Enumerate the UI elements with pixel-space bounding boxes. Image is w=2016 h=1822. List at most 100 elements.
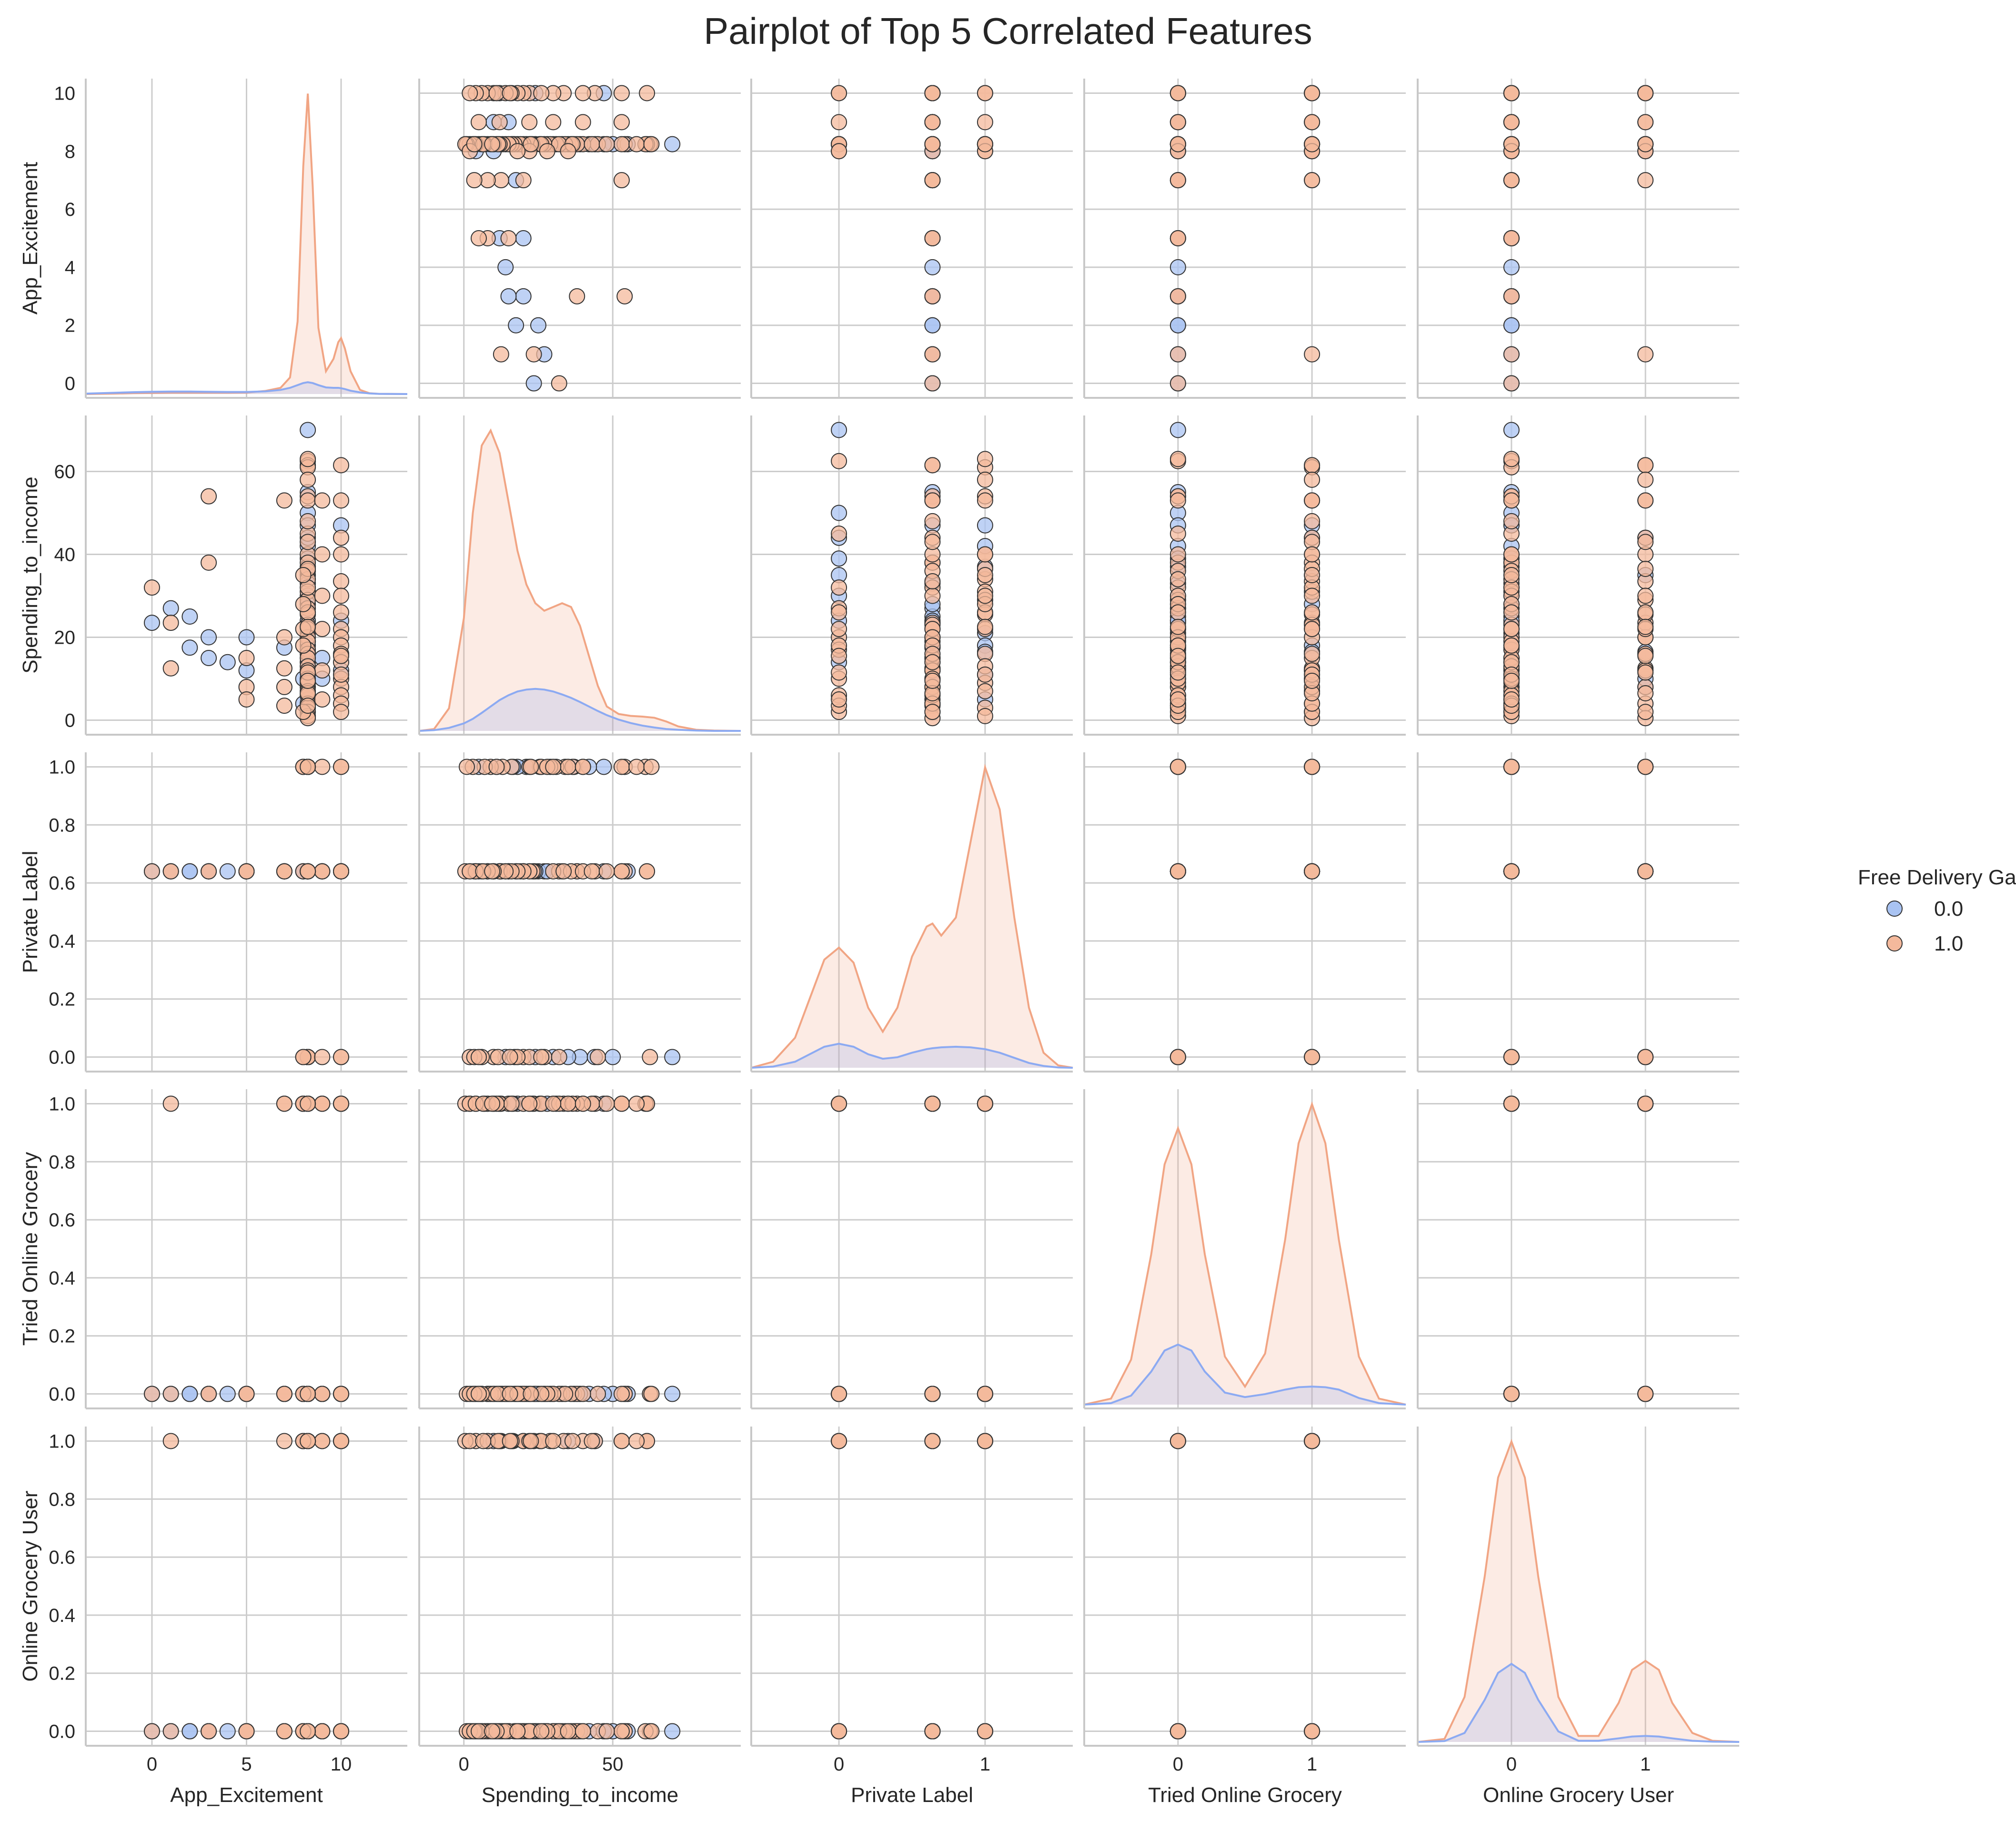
scatter-point xyxy=(530,317,546,334)
scatter-point xyxy=(1169,1433,1186,1449)
panel-tried-online-grocery-vs-app-excitement: 0.0 0.2 0.4 0.6 0.8 1.0 Tried Online Grocery xyxy=(19,1089,407,1409)
scatter-point xyxy=(1304,567,1320,583)
scatter-point xyxy=(314,662,331,679)
panel-tried-online-grocery-vs-online-grocery-user xyxy=(1417,1089,1739,1409)
scatter-point xyxy=(333,1433,350,1449)
x-tick-label: 0 xyxy=(834,1754,844,1775)
scatter-point xyxy=(924,317,941,334)
scatter-point xyxy=(181,1723,198,1740)
scatter-point xyxy=(471,230,487,246)
scatter-point xyxy=(181,608,198,625)
scatter-point xyxy=(1304,457,1320,474)
scatter-point xyxy=(614,863,630,880)
scatter-point xyxy=(314,1433,331,1449)
scatter-point xyxy=(642,1049,658,1065)
scatter-point xyxy=(533,1723,550,1740)
scatter-point xyxy=(502,1433,518,1449)
y-axis-label: Private Label xyxy=(19,851,42,973)
x-tick-label: 50 xyxy=(602,1754,624,1775)
scatter-point xyxy=(1304,85,1320,101)
scatter-point xyxy=(523,136,539,152)
scatter-point xyxy=(1169,1049,1186,1065)
kde-line-y0 xyxy=(1417,1662,1740,1743)
scatter-point xyxy=(1503,172,1520,189)
scatter-point xyxy=(300,451,316,467)
scatter-point xyxy=(977,492,993,509)
scatter-point xyxy=(466,172,483,189)
scatter-point xyxy=(977,114,993,131)
scatter-point xyxy=(162,1386,179,1402)
scatter-point xyxy=(924,654,941,670)
scatter-point xyxy=(831,648,847,664)
scatter-point xyxy=(924,172,941,189)
kde-line-y0 xyxy=(1084,1343,1406,1406)
y-tick-label: 0.0 xyxy=(49,1721,75,1742)
scatter-point xyxy=(295,637,312,654)
scatter-point xyxy=(924,1095,941,1112)
scatter-point xyxy=(977,85,993,101)
scatter-point xyxy=(664,136,681,152)
scatter-point xyxy=(1169,136,1186,152)
scatter-point xyxy=(924,1433,941,1449)
scatter-point xyxy=(924,672,941,689)
scatter-point xyxy=(924,85,941,101)
kde-line-y0 xyxy=(751,1043,1073,1069)
scatter-point xyxy=(162,1095,179,1112)
x-tick-label: 1 xyxy=(980,1754,990,1775)
y-tick-label: 0.0 xyxy=(49,1047,75,1068)
scatter-point xyxy=(924,513,941,529)
scatter-point xyxy=(831,143,847,160)
scatter-point xyxy=(545,114,562,131)
scatter-point xyxy=(924,457,941,474)
scatter-point xyxy=(1637,664,1654,681)
scatter-point xyxy=(1169,422,1186,438)
kde-line-y0 xyxy=(85,381,408,395)
kde-line-y0 xyxy=(419,688,741,732)
scatter-point xyxy=(462,85,478,101)
scatter-point xyxy=(560,1095,576,1112)
scatter-point xyxy=(471,1386,487,1402)
scatter-point xyxy=(1304,587,1320,604)
scatter-point xyxy=(333,1386,350,1402)
scatter-point xyxy=(523,1433,539,1449)
kde-fill-0.0 xyxy=(419,688,741,731)
scatter-point xyxy=(1169,571,1186,587)
scatter-point xyxy=(616,288,633,304)
scatter-point xyxy=(488,759,505,775)
panel-app-excitement-vs-spending-to-income xyxy=(418,79,741,399)
panel-online-grocery-user-vs-online-grocery-user: 0 1 Online Grocery User xyxy=(1417,1427,1740,1807)
scatter-point xyxy=(545,759,562,775)
y-tick-label: 0.8 xyxy=(49,1489,75,1510)
x-tick-label: 1 xyxy=(1307,1754,1317,1775)
scatter-point xyxy=(1637,618,1654,635)
scatter-point xyxy=(590,1049,606,1065)
kde-fill-0.0 xyxy=(751,1043,1073,1068)
y-tick-label: 10 xyxy=(54,83,76,104)
scatter-point xyxy=(162,615,179,631)
scatter-point xyxy=(143,615,160,631)
scatter-point xyxy=(831,579,847,596)
y-tick-label: 0 xyxy=(65,374,75,395)
scatter-point xyxy=(1503,317,1520,334)
pairplot-panels: 0246810App_Excitement0204060Spending_to_… xyxy=(19,79,1740,1807)
scatter-point xyxy=(201,650,217,667)
y-tick-label: 0.2 xyxy=(49,1663,75,1684)
scatter-point xyxy=(545,1433,562,1449)
scatter-point xyxy=(1304,621,1320,638)
panel-tried-online-grocery-vs-spending-to-income xyxy=(418,1089,741,1409)
panel-online-grocery-user-vs-tried-online-grocery: 0 1 Tried Online Grocery xyxy=(1083,1427,1406,1807)
scatter-point xyxy=(831,453,847,469)
scatter-point xyxy=(1637,648,1654,664)
scatter-point xyxy=(314,1386,331,1402)
scatter-point xyxy=(201,1386,217,1402)
scatter-point xyxy=(333,492,350,509)
panel-spending-to-income-vs-spending-to-income xyxy=(418,415,741,736)
scatter-point xyxy=(614,1723,630,1740)
scatter-point xyxy=(300,759,316,775)
scatter-point xyxy=(314,863,331,880)
scatter-point xyxy=(924,573,941,590)
y-tick-label: 0.6 xyxy=(49,873,75,894)
scatter-point xyxy=(575,759,591,775)
y-tick-label: 0.6 xyxy=(49,1547,75,1568)
scatter-point xyxy=(1169,492,1186,509)
